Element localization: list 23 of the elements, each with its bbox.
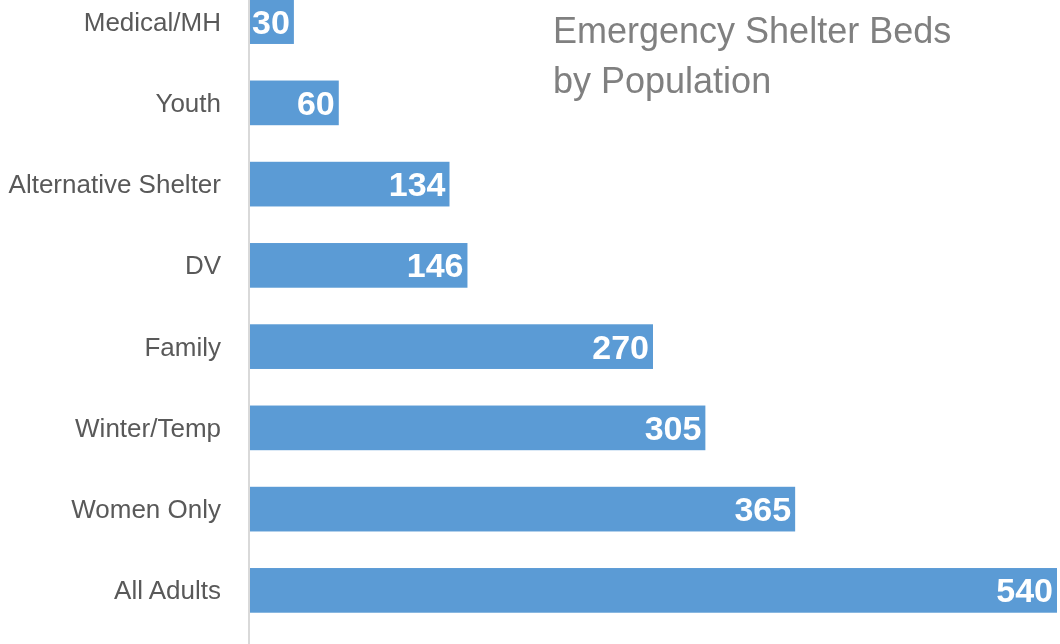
- text: Emergency Shelter Beds by Population: [553, 10, 952, 101]
- data-label: 146: [406, 246, 464, 285]
- bar: [249, 243, 468, 288]
- y-tick-label: Women Only: [71, 494, 221, 525]
- y-tick-label: DV: [184, 250, 222, 281]
- bar: [249, 324, 653, 369]
- data-label: 540: [996, 571, 1053, 610]
- y-tick-label: Medical/MH: [83, 6, 221, 37]
- y-tick-label: All Adults: [114, 575, 221, 606]
- data-label: 365: [734, 490, 792, 529]
- bar: [249, 568, 1057, 613]
- y-tick-label: Alternative Shelter: [8, 169, 222, 200]
- data-label: 60: [296, 83, 335, 122]
- bar: [249, 486, 796, 532]
- y-tick-label: Winter/Temp: [75, 412, 221, 443]
- data-label: 305: [644, 408, 702, 447]
- bar: [249, 405, 706, 451]
- y-tick-label: Family: [144, 331, 221, 362]
- data-label: 134: [388, 165, 446, 204]
- bar: [249, 161, 450, 207]
- data-label: 30: [252, 2, 290, 41]
- y-tick-label: Youth: [155, 87, 221, 118]
- data-label: 270: [592, 327, 649, 366]
